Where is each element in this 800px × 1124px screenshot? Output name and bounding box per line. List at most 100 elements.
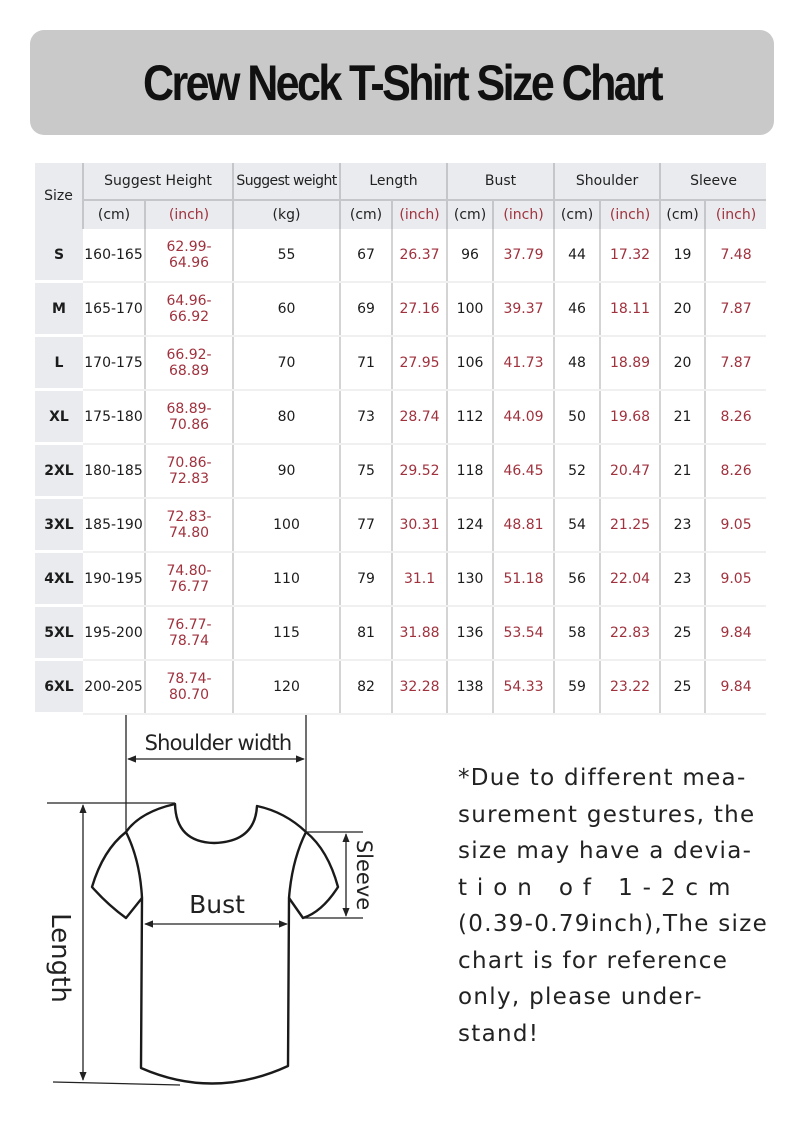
cell: 27.16 — [391, 281, 448, 337]
cell: 37.79 — [492, 229, 555, 283]
cell: 175-180 — [83, 389, 145, 445]
cell: 78.74-80.70 — [143, 659, 234, 715]
table-row: M 165-170 64.96-66.92 60 69 27.16 100 39.37 46 18… — [35, 281, 767, 337]
title-banner: Crew Neck T-Shirt Size Chart — [30, 30, 774, 135]
size-cell: 5XL — [35, 605, 83, 661]
cell: 72.83-74.80 — [143, 497, 234, 553]
cell: 165-170 — [83, 281, 145, 337]
cell: 138 — [446, 659, 494, 715]
cell: 51.18 — [492, 551, 555, 607]
cell: 44 — [553, 229, 601, 283]
table-row: 6XL 200-205 78.74-80.70 120 82 32.28 138 54.33 5… — [35, 659, 767, 715]
size-cell: 2XL — [35, 443, 83, 499]
cell: 55 — [232, 229, 341, 283]
size-cell: S — [35, 229, 83, 283]
table-row: S 160-165 62.99-64.96 55 67 26.37 96 37.79 44 17.… — [35, 229, 767, 283]
header-size: Size — [35, 163, 83, 229]
cell: 19.68 — [599, 389, 661, 445]
note-line: *Due to different mea- — [458, 765, 747, 791]
cell: 39.37 — [492, 281, 555, 337]
tshirt-outline — [90, 802, 340, 1085]
cell: 9.05 — [704, 551, 767, 607]
cell: 25 — [659, 659, 706, 715]
cell: 70 — [232, 335, 341, 391]
unit-header: (cm) — [82, 199, 145, 229]
cell: 17.32 — [599, 229, 661, 283]
table-row: 2XL 180-185 70.86-72.83 90 75 29.52 118 46.45 52… — [35, 443, 767, 499]
cell: 115 — [232, 605, 341, 661]
size-deviation-note: *Due to different mea-surement gestures,… — [458, 760, 768, 1052]
cell: 54.33 — [492, 659, 555, 715]
cell: 130 — [446, 551, 494, 607]
table-row: L 170-175 66.92-68.89 70 71 27.95 106 41.73 48 18… — [35, 335, 767, 391]
cell: 160-165 — [83, 229, 145, 283]
cell: 170-175 — [83, 335, 145, 391]
bust-label: Bust — [189, 890, 245, 919]
page-title: Crew Neck T-Shirt Size Chart — [143, 55, 664, 111]
cell: 90 — [232, 443, 341, 499]
cell: 118 — [446, 443, 494, 499]
cell: 82 — [339, 659, 393, 715]
note-line: only, please under- — [458, 984, 703, 1010]
cell: 18.11 — [599, 281, 661, 337]
cell: 73 — [339, 389, 393, 445]
cell: 64.96-66.92 — [143, 281, 234, 337]
cell: 44.09 — [492, 389, 555, 445]
cell: 100 — [232, 497, 341, 553]
size-cell: L — [35, 335, 83, 391]
cell: 21.25 — [599, 497, 661, 553]
cell: 79 — [339, 551, 393, 607]
cell: 58 — [553, 605, 601, 661]
cell: 124 — [446, 497, 494, 553]
cell: 23 — [659, 497, 706, 553]
cell: 20 — [659, 281, 706, 337]
note-line: stand! — [458, 1020, 540, 1047]
cell: 66.92-68.89 — [143, 335, 234, 391]
note-line: size may have a devia- — [458, 838, 753, 864]
cell: 46.45 — [492, 443, 555, 499]
sleeve-label: Sleeve — [352, 840, 376, 910]
unit-header: (inch) — [143, 199, 234, 229]
cell: 110 — [232, 551, 341, 607]
note-line: t i o n o f 1 - 2 c m — [458, 874, 732, 901]
cell: 7.48 — [704, 229, 767, 283]
unit-header: (inch) — [391, 199, 448, 229]
cell: 23 — [659, 551, 706, 607]
cell: 106 — [446, 335, 494, 391]
cell: 27.95 — [391, 335, 448, 391]
cell: 23.22 — [599, 659, 661, 715]
cell: 22.83 — [599, 605, 661, 661]
cell: 7.87 — [704, 281, 767, 337]
header-sleeve: Sleeve — [659, 163, 767, 200]
cell: 32.28 — [391, 659, 448, 715]
header-weight: Suggest weight — [232, 163, 341, 200]
cell: 56 — [553, 551, 601, 607]
note-line: (0.39-0.79inch),The size — [458, 911, 769, 937]
note-line: chart is for reference — [458, 947, 729, 974]
cell: 96 — [446, 229, 494, 283]
cell: 21 — [659, 443, 706, 499]
unit-header: (inch) — [599, 199, 661, 229]
cell: 59 — [553, 659, 601, 715]
cell: 8.26 — [704, 389, 767, 445]
size-cell: M — [35, 281, 83, 337]
size-cell: 3XL — [35, 497, 83, 553]
table-row: XL 175-180 68.89-70.86 80 73 28.74 112 44.09 50 1… — [35, 389, 767, 445]
cell: 30.31 — [391, 497, 448, 553]
cell: 7.87 — [704, 335, 767, 391]
size-table: Size Suggest Height Suggest weight Lengt… — [35, 163, 767, 715]
cell: 25 — [659, 605, 706, 661]
cell: 76.77-78.74 — [143, 605, 234, 661]
header-bust: Bust — [446, 163, 555, 200]
unit-header: (cm) — [446, 199, 494, 229]
cell: 26.37 — [391, 229, 448, 283]
cell: 112 — [446, 389, 494, 445]
header-length: Length — [339, 163, 448, 200]
unit-header: (cm) — [339, 199, 393, 229]
cell: 31.88 — [391, 605, 448, 661]
cell: 48 — [553, 335, 601, 391]
length-label: Length — [45, 913, 75, 1003]
measure-lines — [47, 715, 363, 1086]
cell: 18.89 — [599, 335, 661, 391]
